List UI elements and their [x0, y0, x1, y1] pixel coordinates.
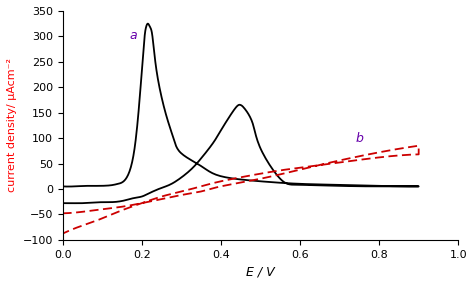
X-axis label: E / V: E / V — [246, 265, 275, 278]
Text: a: a — [130, 29, 137, 42]
Text: b: b — [356, 132, 363, 145]
Y-axis label: current density/ μAcm⁻²: current density/ μAcm⁻² — [7, 58, 17, 192]
